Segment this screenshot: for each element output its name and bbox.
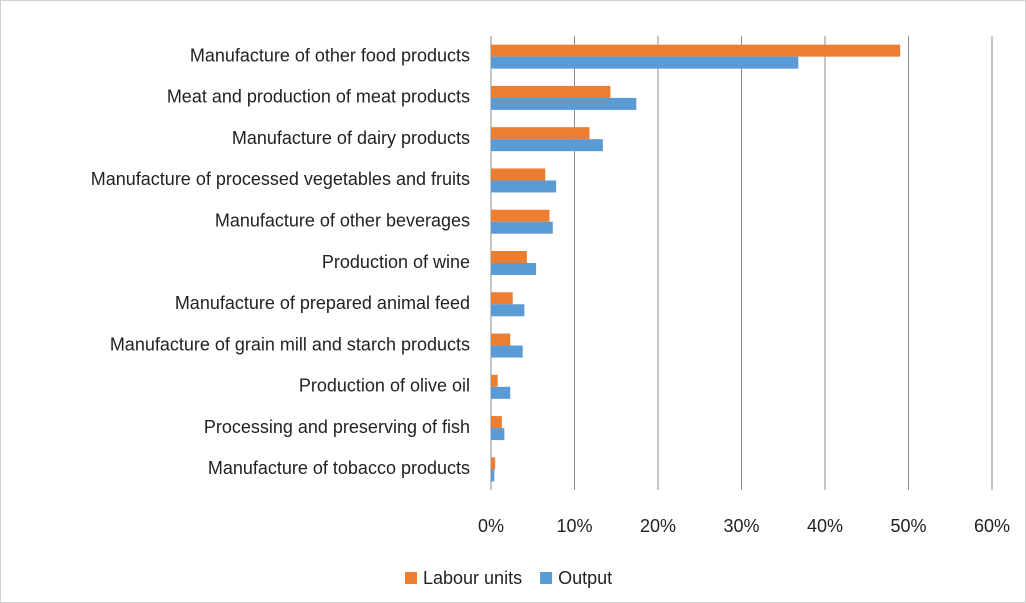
bar <box>491 374 498 387</box>
bar <box>491 333 511 346</box>
legend-swatch <box>405 572 417 584</box>
y-tick-label: Manufacture of other beverages <box>215 210 470 230</box>
bar <box>491 139 603 152</box>
bar <box>491 97 637 110</box>
y-tick-label: Production of olive oil <box>299 376 470 396</box>
bar <box>491 209 550 222</box>
bar <box>491 469 495 482</box>
bar <box>491 44 901 57</box>
x-tick-label: 30% <box>723 516 759 536</box>
y-tick-label: Manufacture of tobacco products <box>208 458 470 478</box>
bar <box>491 304 525 317</box>
legend-label: Labour units <box>423 568 522 588</box>
x-tick-label: 10% <box>556 516 592 536</box>
bar <box>491 457 496 470</box>
bar <box>491 168 546 181</box>
x-tick-label: 60% <box>974 516 1010 536</box>
y-tick-label: Manufacture of processed vegetables and … <box>91 169 470 189</box>
y-tick-label: Manufacture of dairy products <box>232 128 470 148</box>
bar <box>491 292 513 305</box>
legend-label: Output <box>558 568 612 588</box>
y-tick-label: Manufacture of other food products <box>190 45 470 65</box>
bar <box>491 263 537 275</box>
bar <box>491 221 553 234</box>
y-tick-label: Manufacture of grain mill and starch pro… <box>110 334 470 354</box>
legend-swatch <box>540 572 553 584</box>
bar <box>491 345 523 358</box>
bar <box>491 428 505 441</box>
bar <box>491 416 502 429</box>
bar <box>491 85 611 98</box>
x-tick-label: 0% <box>478 516 504 536</box>
x-tick-label: 40% <box>807 516 843 536</box>
y-tick-label: Meat and production of meat products <box>167 87 470 107</box>
bar <box>491 127 590 140</box>
y-tick-label: Production of wine <box>322 252 470 272</box>
x-tick-label: 50% <box>890 516 926 536</box>
bar <box>491 386 511 399</box>
bar <box>491 251 527 263</box>
bar <box>491 56 799 69</box>
x-tick-label: 20% <box>640 516 676 536</box>
bar <box>491 180 557 193</box>
y-tick-label: Processing and preserving of fish <box>204 417 470 437</box>
y-tick-label: Manufacture of prepared animal feed <box>175 293 470 313</box>
